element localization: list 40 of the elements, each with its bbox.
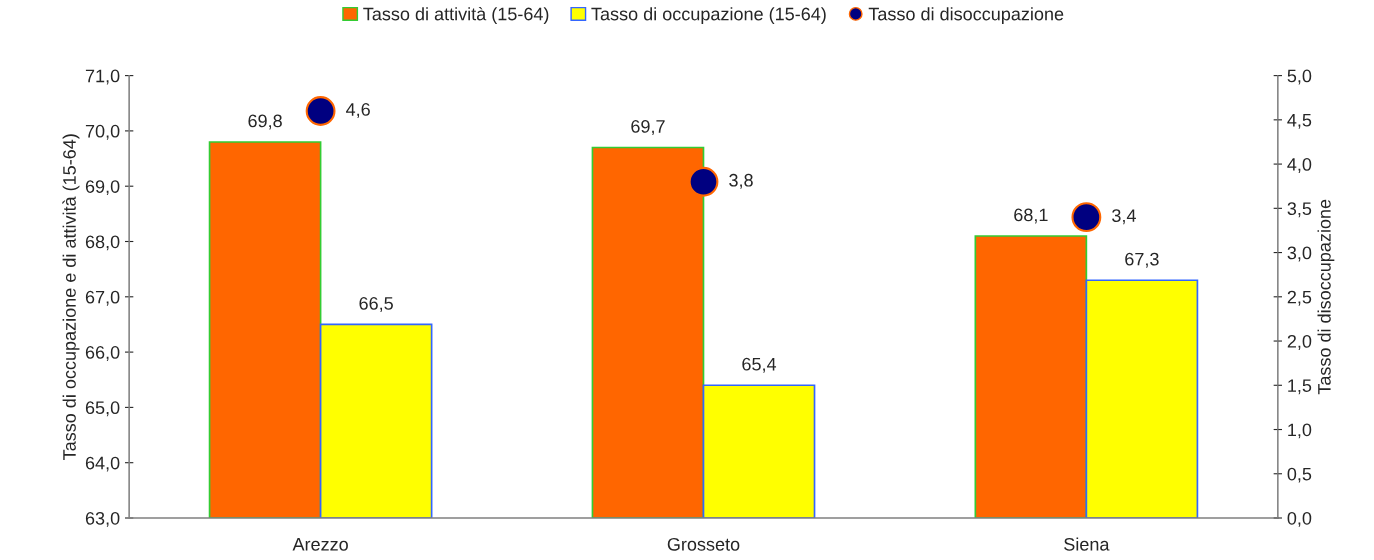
legend-label: Tasso di occupazione (15-64)	[591, 7, 826, 24]
data-label: 67,3	[1125, 252, 1159, 268]
point	[305, 96, 336, 126]
y2-tick-label: 1,0	[1288, 423, 1312, 439]
data-label: 69,8	[248, 114, 282, 130]
y2-tick-label: 2,5	[1287, 290, 1312, 306]
legend-label: Tasso di attività (15-64)	[363, 6, 549, 24]
y2-tick-label: 0,5	[1287, 467, 1312, 483]
y-tick-label: 71,0	[85, 69, 120, 85]
y2-tick-label: 1,5	[1288, 379, 1312, 395]
y-tick-label: 70,0	[85, 124, 120, 140]
y2-tick-label: 4,5	[1287, 113, 1312, 129]
y2-axis-title: Tasso di disoccupazione	[1317, 199, 1335, 395]
data-label: 68,1	[1014, 208, 1048, 224]
data-label: 66,5	[359, 296, 393, 312]
x-tick-label: Siena	[1064, 537, 1110, 551]
y2-tick-label: 3,5	[1287, 202, 1312, 218]
data-label: 4,6	[346, 103, 370, 118]
legend-label: Tasso di disoccupazione	[868, 7, 1064, 24]
y2-tick-label: 4,0	[1287, 158, 1312, 173]
y2-tick-label: 3,0	[1287, 246, 1312, 262]
y-tick-label: 69,0	[85, 180, 120, 196]
point	[1071, 202, 1102, 233]
x-tick-label: Arezzo	[292, 538, 348, 551]
data-label: 3,4	[1112, 209, 1136, 225]
data-label: 69,7	[631, 120, 665, 135]
y-tick-label: 68,0	[85, 235, 120, 251]
y-tick-label: 64,0	[85, 456, 120, 472]
y-tick-label: 66,0	[85, 346, 120, 361]
y-axis-title: Tasso di occupazione e di attività (15-64)	[62, 134, 80, 460]
x-tick-label: Grosseto	[667, 537, 740, 551]
y-tick-label: 63,0	[85, 511, 120, 527]
data-label: 3,8	[729, 173, 753, 189]
point	[688, 166, 719, 197]
y2-tick-label: 2,0	[1287, 334, 1312, 350]
y2-tick-label: 0,0	[1287, 511, 1312, 527]
y-tick-label: 67,0	[85, 290, 120, 306]
y-tick-label: 65,0	[85, 401, 120, 417]
data-label: 65,4	[742, 357, 777, 373]
y2-tick-label: 5,0	[1287, 69, 1312, 85]
